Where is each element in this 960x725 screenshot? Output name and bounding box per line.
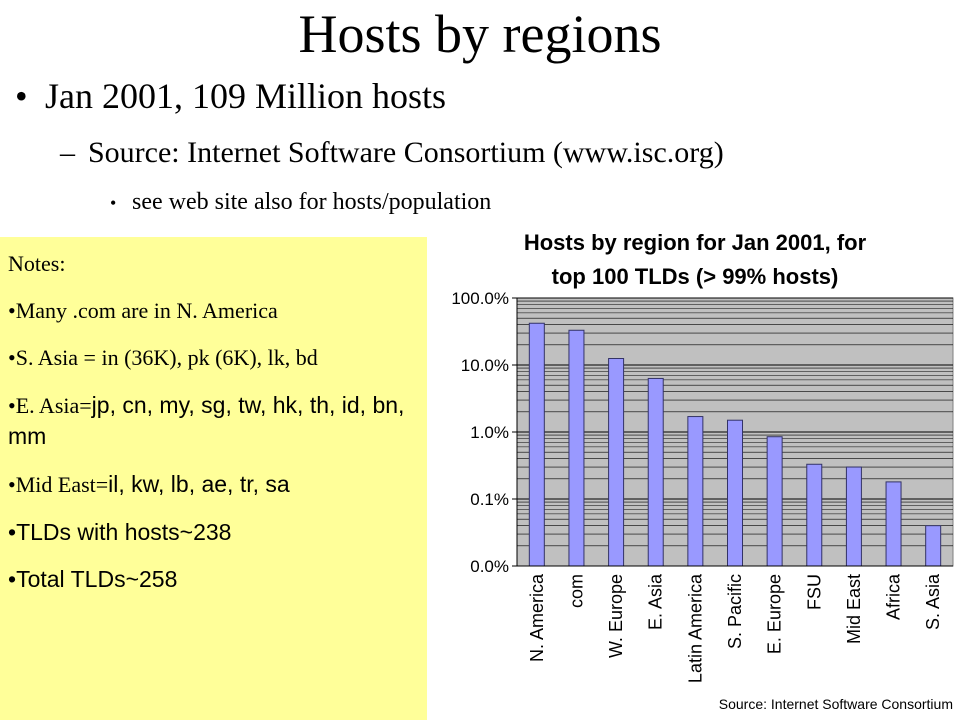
- x-category-label: E. Europe: [765, 574, 785, 654]
- bullet-dot: •: [15, 76, 28, 116]
- hosts-by-region-chart: Hosts by region for Jan 2001, for top 100…: [427, 222, 960, 720]
- bullet-text: Jan 2001, 109 Million hosts: [45, 76, 447, 116]
- note-item: •Mid East=il, kw, lb, ae, tr, sa: [8, 471, 290, 497]
- bullet-dot: •: [110, 193, 117, 213]
- bullet-text: Source: Internet Software Consortium (ww…: [88, 136, 724, 169]
- bullet-level-1: • Jan 2001, 109 Million hosts: [15, 74, 446, 118]
- bar: [528, 322, 545, 567]
- x-category-label: FSU: [804, 574, 824, 610]
- x-category-label: S. Pacific: [725, 574, 745, 649]
- x-category-label: Latin America: [685, 573, 705, 683]
- note-item: •Many .com are in N. America: [8, 298, 278, 323]
- x-category-label: N. America: [527, 573, 547, 662]
- bar: [806, 463, 823, 567]
- note-item: •E. Asia=jp, cn, my, sg, tw, hk, th, id,…: [8, 392, 405, 449]
- slide-title: Hosts by regions: [298, 4, 662, 64]
- notes-box: Notes: •Many .com are in N. America •S. …: [0, 237, 427, 720]
- bar: [687, 416, 704, 567]
- bar: [608, 358, 625, 567]
- x-category-label: Mid East: [844, 574, 864, 644]
- y-tick-label: 0.1%: [470, 490, 509, 509]
- bar: [845, 466, 862, 567]
- notes-heading: Notes:: [8, 251, 66, 276]
- y-tick-label: 1.0%: [470, 423, 509, 442]
- bar: [766, 436, 783, 567]
- chart-title-line: top 100 TLDs (> 99% hosts): [552, 264, 839, 289]
- note-item: •S. Asia = in (36K), pk (6K), lk, bd: [8, 345, 318, 370]
- bullet-level-2: – Source: Internet Software Consortium (w…: [60, 134, 724, 172]
- note-item: •TLDs with hosts~238: [8, 519, 232, 545]
- chart-title-line: Hosts by region for Jan 2001, for: [524, 230, 867, 255]
- bar: [727, 419, 743, 567]
- bullet-dash: –: [60, 136, 75, 169]
- x-category-label: com: [566, 574, 586, 608]
- y-tick-label: 100.0%: [451, 289, 509, 308]
- bullet-text: see web site also for hosts/population: [132, 189, 492, 215]
- chart-source: Source: Internet Software Consortium: [719, 696, 953, 712]
- chart-svg: Hosts by region for Jan 2001, for top 100…: [451, 230, 954, 712]
- x-category-label: Africa: [884, 573, 904, 620]
- bar: [885, 481, 902, 567]
- note-item: •Total TLDs~258: [8, 566, 178, 592]
- bar: [568, 329, 585, 567]
- y-tick-label: 0.0%: [470, 557, 509, 576]
- x-category-label: S. Asia: [923, 573, 943, 630]
- x-category-label: E. Asia: [646, 573, 666, 630]
- bullet-level-3: • see web site also for hosts/population: [110, 186, 491, 219]
- bar: [647, 377, 664, 567]
- x-category-label: W. Europe: [606, 574, 626, 658]
- y-tick-label: 10.0%: [461, 356, 509, 375]
- bar: [925, 525, 942, 567]
